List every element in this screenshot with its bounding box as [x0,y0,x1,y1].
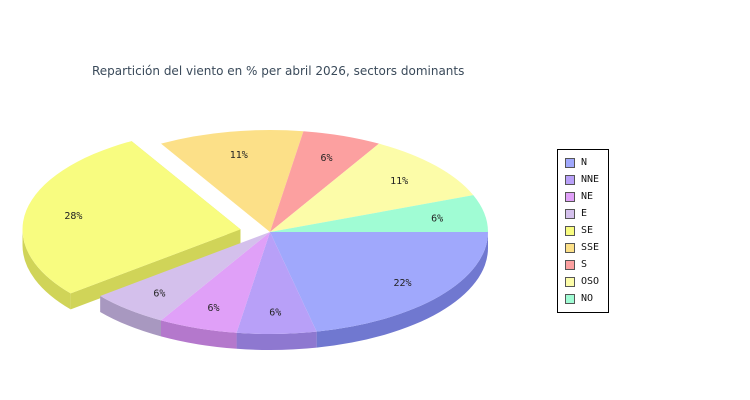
pie-slice-e [100,232,271,321]
slice-label-s: 6% [320,153,332,164]
legend-swatch [565,157,575,168]
slice-label-oso: 11% [390,176,408,187]
legend-label: SE [581,225,594,236]
legend-label: OSO [581,276,600,287]
pie-slice-n [270,232,488,332]
pie-slice-side-n [316,232,488,348]
legend-swatch [565,293,575,304]
legend-item-no: NO [558,290,608,307]
legend-swatch [565,276,575,287]
legend-label: NE [581,191,594,202]
legend-item-se: SE [558,222,608,239]
legend-swatch [565,259,575,270]
legend-item-n: N [558,154,608,171]
chart-title: Repartición del viento en % per abril 20… [92,64,465,78]
slice-label-no: 6% [431,213,443,224]
legend-label: NO [581,293,594,304]
pie-slice-no [270,195,488,232]
legend-item-sse: SSE [558,239,608,256]
pie-slice-side-ne [161,320,237,349]
pie-slice-sse [161,130,304,232]
legend-label: E [581,208,588,219]
slice-label-n: 22% [393,278,411,289]
legend-swatch [565,191,575,202]
legend-swatch [565,174,575,185]
legend-item-oso: OSO [558,273,608,290]
legend-item-e: E [558,205,608,222]
slice-label-se: 28% [64,211,82,222]
slice-label-ne: 6% [207,303,219,314]
chart-legend: N NNE NE E SE SSE S OSO NO [557,149,609,313]
pie-slice-side-se [22,229,71,310]
pie-slice-nne [236,232,317,334]
pie-slice-side-nne [236,331,317,350]
pie-slice-se [22,141,241,294]
slice-label-nne: 6% [269,308,281,319]
slice-label-sse: 11% [230,150,248,161]
legend-swatch [565,242,575,253]
legend-label: NNE [581,174,600,185]
legend-item-ne: NE [558,188,608,205]
pie-slice-wall-se-0 [70,229,241,310]
legend-swatch [565,208,575,219]
legend-label: N [581,157,588,168]
pie-slice-oso [270,143,474,232]
pie-slice-s [270,131,379,232]
slice-label-e: 6% [153,288,165,299]
legend-swatch [565,225,575,236]
pie-slice-side-e [100,295,161,337]
legend-label: S [581,259,588,270]
pie-slice-ne [161,232,270,333]
legend-label: SSE [581,242,600,253]
legend-item-nne: NNE [558,171,608,188]
legend-item-s: S [558,256,608,273]
